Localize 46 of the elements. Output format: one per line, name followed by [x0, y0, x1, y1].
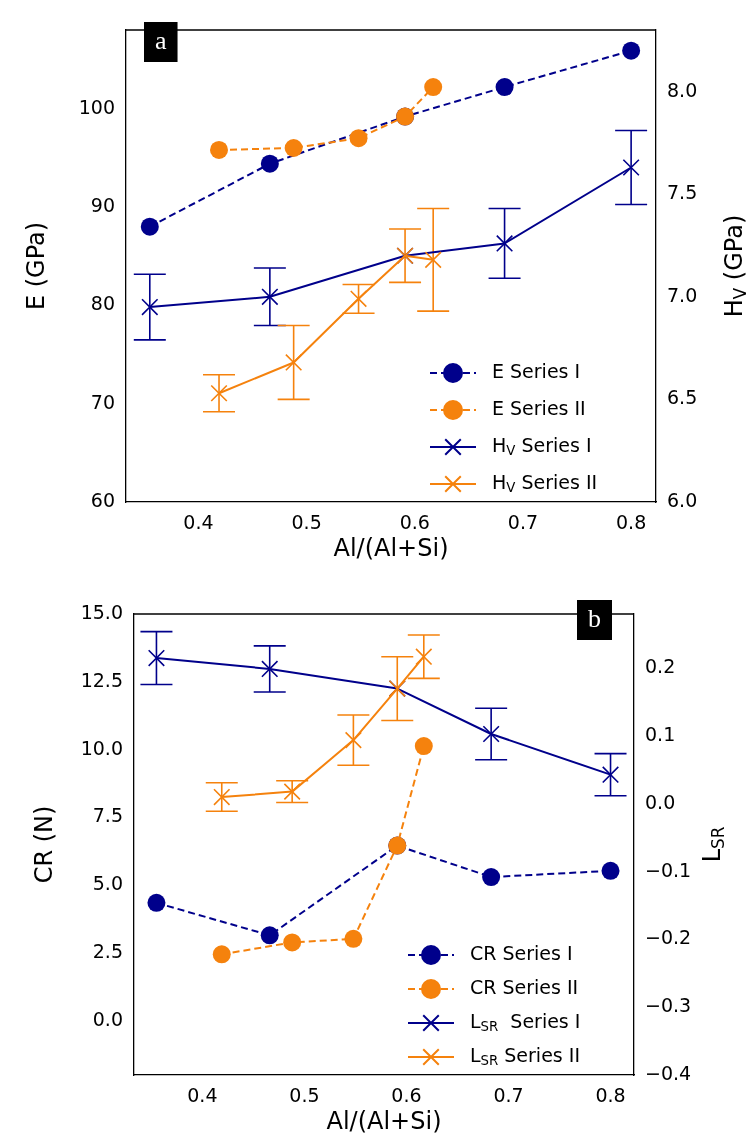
y2-tick-label: 0.0: [645, 790, 676, 813]
x-tick-label: 0.4: [183, 511, 214, 534]
y-tick-label: 12.5: [80, 668, 123, 691]
x-tick-label: 0.6: [399, 511, 430, 534]
y2-tick-label: 6.5: [667, 386, 698, 409]
y-tick-label: 70: [90, 390, 115, 413]
y-tick-label: 90: [90, 193, 115, 216]
legend-label: CR Series I: [470, 941, 573, 964]
y-tick-label: 10.0: [80, 736, 123, 759]
y2-tick-label: 8.0: [667, 78, 698, 101]
annotation: b: [588, 603, 601, 633]
y2-tick-label: −0.4: [645, 1061, 692, 1084]
x-tick-label: 0.5: [291, 511, 322, 534]
y-tick-label: 80: [90, 292, 115, 315]
x-tick-label: 0.8: [616, 511, 647, 534]
y-axis-title: CR (N): [30, 805, 59, 884]
y2-tick-label: 6.0: [667, 488, 698, 511]
y-tick-label: 0.0: [92, 1007, 123, 1030]
legend-label: CR Series II: [470, 975, 579, 998]
x-tick-label: 0.4: [187, 1084, 218, 1107]
y2-tick-label: 7.0: [667, 283, 698, 306]
x-axis-title: Al/(Al+Si): [326, 1107, 442, 1136]
x-tick-label: 0.6: [391, 1084, 422, 1107]
legend-label: E Series I: [492, 359, 581, 382]
y2-axis-title: HV (GPa): [720, 214, 751, 318]
y2-tick-label: −0.3: [645, 994, 692, 1017]
y-tick-label: 100: [78, 95, 115, 118]
x-tick-label: 0.7: [493, 1084, 524, 1107]
y2-tick-label: 0.1: [645, 722, 676, 745]
annotation: a: [155, 25, 167, 55]
y2-axis-title: LSR: [698, 826, 729, 863]
y-tick-label: 2.5: [92, 939, 123, 962]
y2-tick-label: 7.5: [667, 181, 698, 204]
y-tick-label: 7.5: [92, 804, 123, 827]
y-tick-label: 5.0: [92, 872, 123, 895]
x-tick-label: 0.7: [507, 511, 539, 534]
y-tick-label: 15.0: [80, 600, 123, 623]
x-tick-label: 0.5: [289, 1084, 320, 1107]
y2-tick-label: 0.2: [645, 655, 676, 678]
y-tick-label: 60: [90, 488, 115, 511]
y-axis-title: E (GPa): [22, 221, 51, 311]
x-axis-title: Al/(Al+Si): [333, 534, 449, 563]
x-tick-label: 0.8: [595, 1084, 626, 1107]
legend-label: E Series II: [492, 396, 586, 419]
y2-tick-label: −0.1: [645, 858, 692, 881]
y2-tick-label: −0.2: [645, 926, 692, 949]
